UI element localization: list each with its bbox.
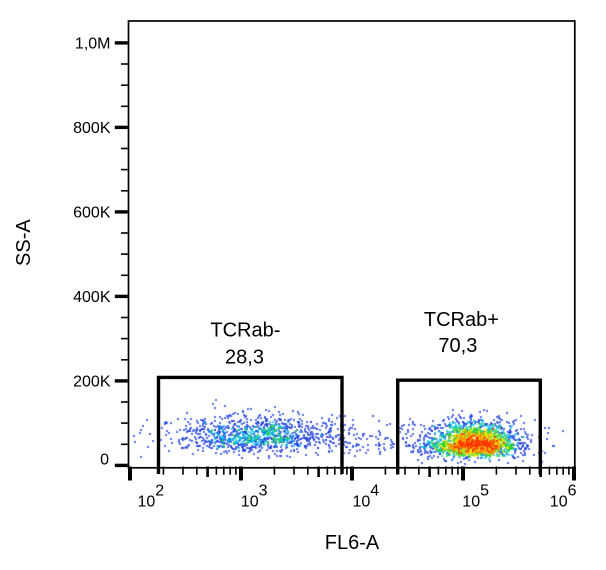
svg-text:103: 103 xyxy=(241,482,268,510)
svg-text:106: 106 xyxy=(550,482,577,510)
svg-text:400K: 400K xyxy=(73,289,111,306)
svg-text:105: 105 xyxy=(462,482,489,510)
svg-text:0: 0 xyxy=(100,452,109,469)
svg-text:TCRab+: TCRab+ xyxy=(424,309,499,331)
svg-text:800K: 800K xyxy=(73,120,111,137)
svg-text:1,0M: 1,0M xyxy=(75,36,111,53)
svg-text:TCRab-: TCRab- xyxy=(210,319,280,341)
svg-text:FL6-A: FL6-A xyxy=(325,532,380,554)
svg-text:70,3: 70,3 xyxy=(438,335,477,357)
svg-text:104: 104 xyxy=(353,482,380,510)
svg-text:600K: 600K xyxy=(73,205,111,222)
svg-text:200K: 200K xyxy=(73,374,111,391)
svg-text:SS-A: SS-A xyxy=(13,219,35,266)
svg-text:28,3: 28,3 xyxy=(225,346,264,368)
svg-text:102: 102 xyxy=(138,482,165,510)
